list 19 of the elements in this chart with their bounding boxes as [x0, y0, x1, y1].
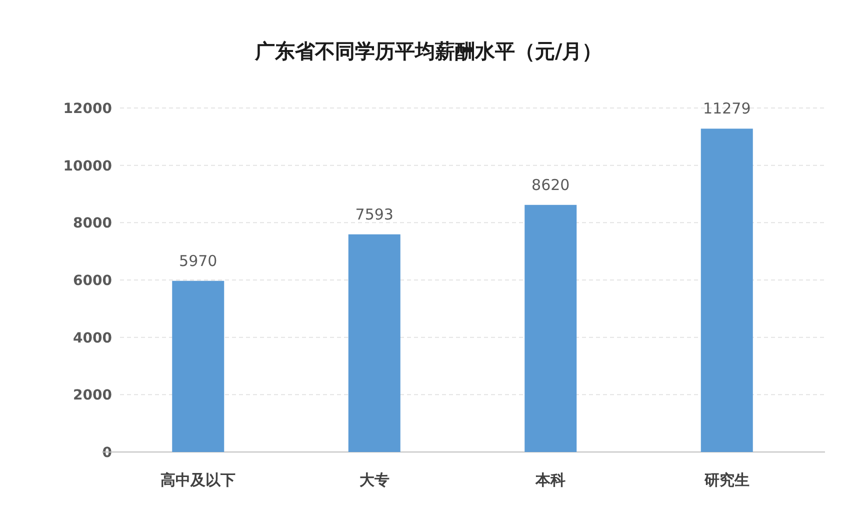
chart-title: 广东省不同学历平均薪酬水平（元/月）	[254, 39, 602, 63]
x-tick-label: 研究生	[703, 471, 750, 489]
data-label: 11279	[703, 100, 751, 118]
y-tick-label: 8000	[73, 216, 112, 232]
bar	[700, 128, 753, 452]
y-tick-label: 2000	[73, 388, 112, 404]
bar	[524, 204, 577, 452]
data-label: 5970	[179, 252, 218, 270]
y-tick-label: 6000	[73, 273, 112, 289]
bar	[172, 280, 224, 452]
data-label: 7593	[355, 205, 394, 224]
y-tick-label: 10000	[63, 158, 112, 174]
x-tick-label: 大专	[359, 471, 390, 489]
y-tick-label: 4000	[73, 330, 112, 346]
x-tick-label: 高中及以下	[160, 471, 236, 489]
data-label: 8620	[532, 176, 570, 194]
y-tick-label: 12000	[63, 101, 112, 117]
bar	[348, 234, 400, 452]
x-tick-label: 本科	[534, 471, 566, 489]
